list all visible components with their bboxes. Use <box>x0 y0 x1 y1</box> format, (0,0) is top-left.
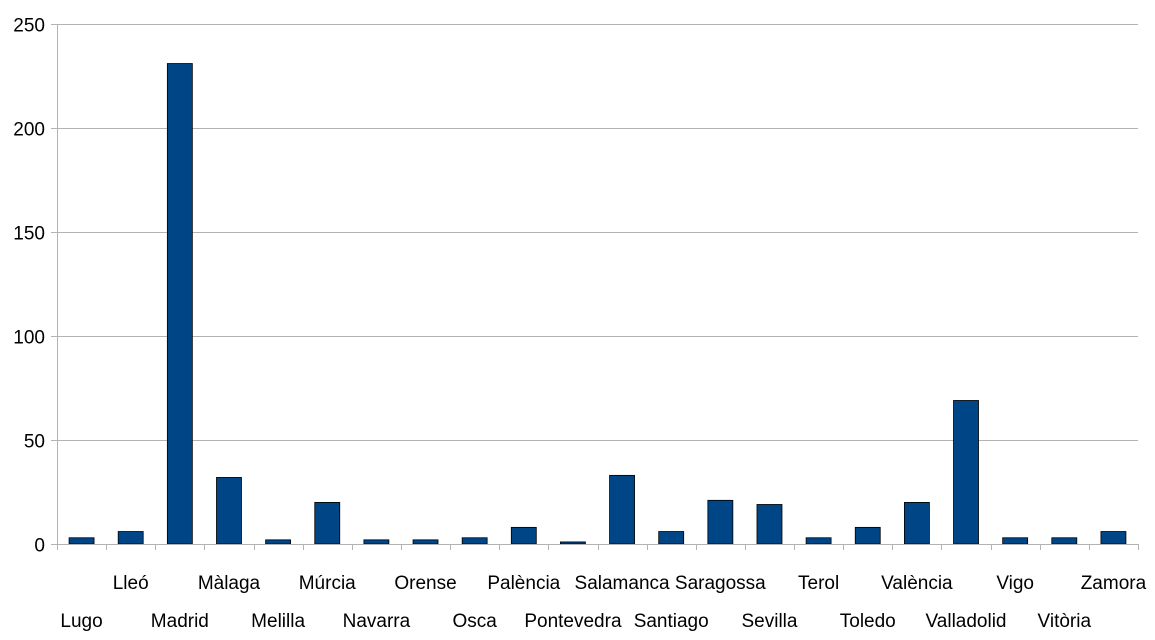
bar-toledo <box>854 526 881 545</box>
bars <box>68 63 1127 545</box>
x-tick-label: Màlaga <box>198 573 261 594</box>
gridlines <box>57 24 1138 441</box>
bar-madrid <box>166 63 193 545</box>
bar-lle- <box>117 531 144 545</box>
bar-m-rcia <box>314 501 341 545</box>
bar-terol <box>805 537 832 545</box>
x-tick-label: Vitòria <box>1038 611 1092 632</box>
x-tick-label: Lugo <box>60 611 102 632</box>
bar-santiago <box>658 531 685 545</box>
y-tick-label: 150 <box>13 224 45 245</box>
bar-vigo <box>1002 537 1029 545</box>
bar-zamora <box>1100 531 1127 545</box>
bar-pal-ncia <box>510 526 537 545</box>
x-tick-label: Osca <box>452 611 497 632</box>
x-tick-label: Santiago <box>634 611 709 632</box>
axes <box>57 24 1138 550</box>
x-tick-label: Valladolid <box>926 611 1007 632</box>
x-tick-label: Toledo <box>840 611 896 632</box>
x-tick-label: Saragossa <box>675 573 766 594</box>
y-tick-label: 0 <box>34 536 45 557</box>
y-axis-ticks: 0 50 100 150 200 250 <box>13 16 57 557</box>
bar-osca <box>461 537 488 545</box>
x-tick-label: Orense <box>394 573 456 594</box>
bar-valladolid <box>953 400 979 545</box>
x-tick-label: Múrcia <box>299 573 356 594</box>
x-tick-label: Zamora <box>1081 573 1147 594</box>
x-tick-label: Salamanca <box>575 573 670 594</box>
x-tick-label: Navarra <box>343 611 411 632</box>
bar-navarra <box>363 539 390 545</box>
bar-m-laga <box>216 477 242 545</box>
x-tick-label: Vigo <box>996 573 1034 594</box>
y-tick-label: 100 <box>13 328 45 349</box>
x-tick-label: Lleó <box>113 573 149 594</box>
x-tick-label: Madrid <box>151 611 209 632</box>
bar-melilla <box>265 539 292 545</box>
x-tick-label: Pontevedra <box>524 611 622 632</box>
x-tick-label: Melilla <box>251 611 305 632</box>
x-tick-label: Sevilla <box>741 611 797 632</box>
bar-val-ncia <box>903 501 930 545</box>
x-tick-label: Terol <box>798 573 839 594</box>
bar-orense <box>412 539 439 545</box>
y-tick-label: 50 <box>24 432 45 453</box>
bar-salamanca <box>609 474 635 545</box>
bar-pontevedra <box>560 541 586 545</box>
bar-sevilla <box>756 504 783 545</box>
bar-lugo <box>68 537 95 545</box>
bar-saragossa <box>707 499 734 545</box>
y-tick-label: 200 <box>13 120 45 141</box>
y-tick-label: 250 <box>13 16 45 37</box>
bar-vit-ria <box>1051 537 1078 545</box>
x-tick-label: València <box>881 573 953 594</box>
x-tick-label: Palència <box>487 573 560 594</box>
